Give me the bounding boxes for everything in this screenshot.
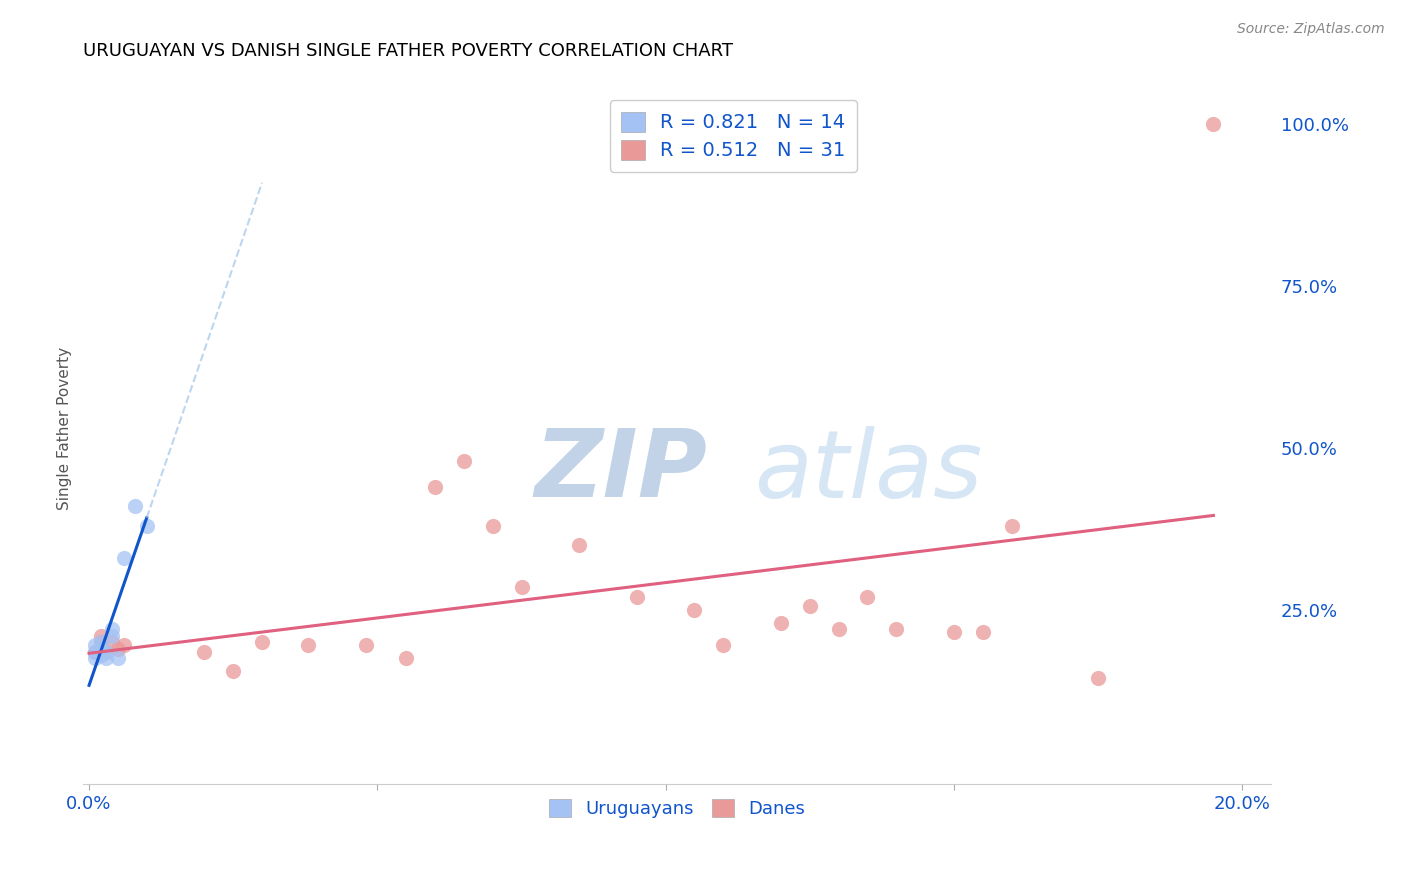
Point — [90, 635, 112, 649]
Point — [799, 599, 821, 614]
Point — [510, 580, 533, 594]
Point — [481, 518, 503, 533]
Point — [90, 629, 112, 643]
Point — [1202, 117, 1225, 131]
Point — [297, 638, 319, 652]
Point — [423, 480, 446, 494]
Point — [250, 635, 273, 649]
Point — [453, 454, 475, 468]
Legend: Uruguayans, Danes: Uruguayans, Danes — [543, 791, 813, 825]
Point — [83, 645, 105, 659]
Point — [83, 638, 105, 652]
Point — [101, 629, 124, 643]
Point — [856, 590, 879, 604]
Point — [96, 651, 118, 665]
Point — [1087, 671, 1109, 685]
Point — [107, 641, 129, 656]
Point — [90, 648, 112, 662]
Point — [193, 645, 215, 659]
Point — [83, 645, 105, 659]
Point — [101, 622, 124, 636]
Text: atlas: atlas — [755, 425, 983, 516]
Text: Source: ZipAtlas.com: Source: ZipAtlas.com — [1237, 22, 1385, 37]
Point — [96, 645, 118, 659]
Point — [827, 622, 849, 636]
Point — [101, 635, 124, 649]
Point — [942, 625, 965, 640]
Point — [124, 499, 146, 513]
Point — [626, 590, 648, 604]
Point — [568, 538, 591, 552]
Point — [711, 638, 734, 652]
Point — [107, 651, 129, 665]
Point — [112, 550, 135, 565]
Point — [354, 638, 377, 652]
Point — [222, 664, 245, 678]
Y-axis label: Single Father Poverty: Single Father Poverty — [58, 347, 72, 510]
Point — [1001, 518, 1024, 533]
Point — [769, 615, 792, 630]
Point — [90, 641, 112, 656]
Point — [83, 651, 105, 665]
Point — [135, 518, 157, 533]
Point — [395, 651, 418, 665]
Point — [96, 645, 118, 659]
Point — [972, 625, 994, 640]
Point — [90, 635, 112, 649]
Point — [683, 602, 706, 616]
Text: ZIP: ZIP — [534, 425, 707, 517]
Text: URUGUAYAN VS DANISH SINGLE FATHER POVERTY CORRELATION CHART: URUGUAYAN VS DANISH SINGLE FATHER POVERT… — [83, 42, 734, 60]
Point — [112, 638, 135, 652]
Point — [884, 622, 907, 636]
